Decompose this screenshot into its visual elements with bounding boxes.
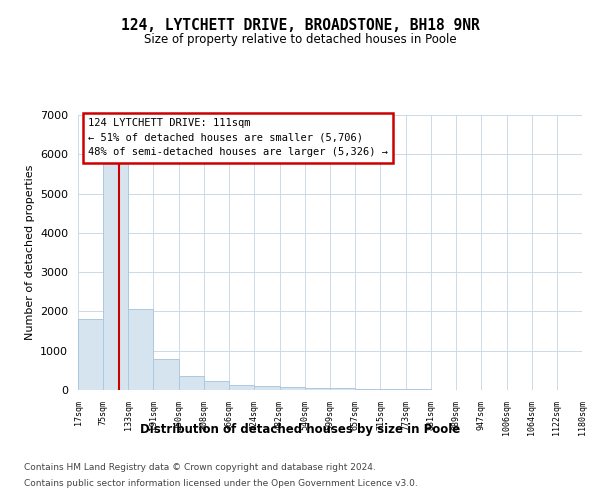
Bar [380,389,406,390]
Text: Contains HM Land Registry data © Crown copyright and database right 2024.: Contains HM Land Registry data © Crown c… [24,464,376,472]
Text: Size of property relative to detached houses in Poole: Size of property relative to detached ho… [143,32,457,46]
Text: 124, LYTCHETT DRIVE, BROADSTONE, BH18 9NR: 124, LYTCHETT DRIVE, BROADSTONE, BH18 9N… [121,18,479,32]
Bar [229,386,254,390]
Text: 124 LYTCHETT DRIVE: 111sqm
← 51% of detached houses are smaller (5,706)
48% of s: 124 LYTCHETT DRIVE: 111sqm ← 51% of deta… [88,118,388,158]
Bar [154,358,179,390]
Bar [355,388,380,390]
Text: Distribution of detached houses by size in Poole: Distribution of detached houses by size … [140,422,460,436]
Bar [179,376,204,390]
Bar [103,162,128,390]
Bar [128,310,154,390]
Y-axis label: Number of detached properties: Number of detached properties [25,165,35,340]
Bar [78,320,103,390]
Bar [204,380,229,390]
Bar [305,388,330,390]
Bar [254,386,280,390]
Text: Contains public sector information licensed under the Open Government Licence v3: Contains public sector information licen… [24,478,418,488]
Bar [280,387,305,390]
Bar [330,388,355,390]
